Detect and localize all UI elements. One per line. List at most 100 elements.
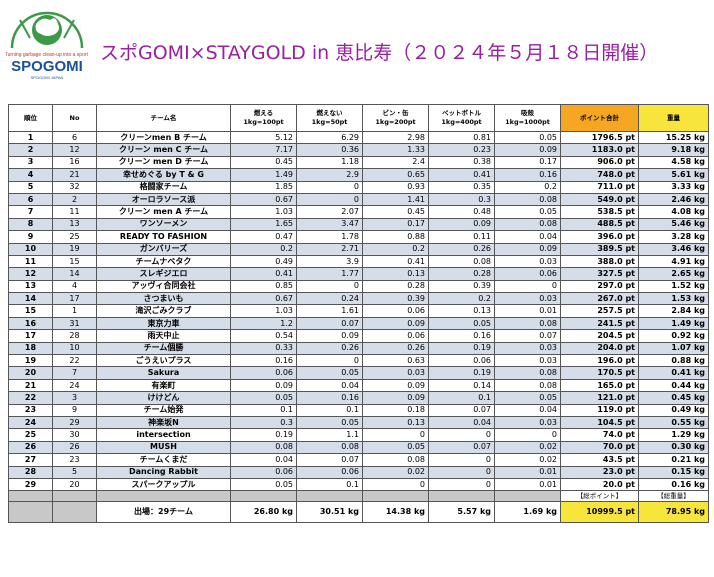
weight-cell: 0.16 kg — [638, 477, 709, 492]
weight-cell: 5.61 kg — [638, 168, 709, 182]
nonburnable-cell: 2.9 — [296, 168, 363, 182]
team-no-cell: 9 — [52, 403, 97, 418]
weight-cell: 3.28 kg — [638, 230, 709, 244]
team-name-cell: 滝沢ごみクラブ — [96, 304, 231, 318]
cigs-cell: 0.08 — [494, 316, 561, 331]
rank-cell: 20 — [8, 366, 53, 380]
table-row: 27 23 チームくまだ 0.04 0.07 0.08 0 0.02 43.5 pt 0.21 k… — [8, 453, 709, 467]
team-name-cell: 神楽坂N — [96, 415, 231, 430]
pet-cell: 0.19 — [428, 366, 495, 380]
points-cell: 20.0 pt — [560, 477, 639, 492]
note-spacer — [296, 490, 363, 503]
pet-cell: 0.13 — [428, 304, 495, 318]
cans-cell: 0.03 — [362, 366, 429, 380]
cigs-cell: 0.01 — [494, 304, 561, 318]
points-cell: 241.5 pt — [560, 316, 639, 331]
team-no-cell: 31 — [52, 316, 97, 331]
rank-cell: 13 — [8, 279, 53, 294]
weight-cell: 3.46 kg — [638, 242, 709, 256]
table-row: 4 21 幸せめぐる by T & G 1.49 2.9 0.65 0.41 0.16 748.… — [8, 168, 709, 182]
nonburnable-cell: 0.36 — [296, 143, 363, 157]
weight-cell: 0.88 kg — [638, 354, 709, 368]
cigs-cell: 0.05 — [494, 130, 561, 145]
table-row: 13 4 アッヴィ合同会社 0.85 0 0.28 0.39 0 297.0 pt 1.52 kg — [8, 279, 709, 294]
table-row: 26 26 MUSH 0.08 0.08 0.05 0.07 0.02 70.0 pt 0.30 … — [8, 440, 709, 455]
header-team: チーム名 — [96, 104, 231, 132]
weight-cell: 1.52 kg — [638, 279, 709, 294]
rank-cell: 7 — [8, 205, 53, 219]
burnable-cell: 0.16 — [230, 354, 297, 368]
nonburnable-cell: 1.1 — [296, 428, 363, 442]
rank-cell: 11 — [8, 254, 53, 269]
table-row: 2 12 クリーン men C チーム 7.17 0.36 1.33 0.23 0.09 118… — [8, 143, 709, 157]
note-spacer — [494, 490, 561, 503]
total-cans: 14.38 kg — [362, 501, 429, 524]
cigs-cell: 0.03 — [494, 354, 561, 368]
total-cigs: 1.69 kg — [494, 501, 561, 524]
burnable-cell: 0.85 — [230, 279, 297, 294]
team-name-cell: 雨天中止 — [96, 329, 231, 343]
burnable-cell: 0.06 — [230, 465, 297, 479]
cigs-cell: 0.04 — [494, 230, 561, 244]
cigs-cell: 0.08 — [494, 217, 561, 232]
team-no-cell: 20 — [52, 477, 97, 492]
note-spacer — [362, 490, 429, 503]
burnable-cell: 5.12 — [230, 130, 297, 145]
nonburnable-cell: 0.24 — [296, 292, 363, 306]
nonburnable-cell: 2.71 — [296, 242, 363, 256]
table-row: 16 31 東京力車 1.2 0.07 0.09 0.05 0.08 241.5 pt 1.49 … — [8, 316, 709, 331]
header-points: ポイント合計 — [560, 104, 639, 132]
cigs-cell: 0.02 — [494, 453, 561, 467]
pet-cell: 0 — [428, 465, 495, 479]
cans-cell: 1.33 — [362, 143, 429, 157]
weight-cell: 1.53 kg — [638, 292, 709, 306]
table-row: 14 17 さつまいも 0.67 0.24 0.39 0.2 0.03 267.0 pt 1.53… — [8, 292, 709, 306]
team-name-cell: 東京力車 — [96, 316, 231, 331]
table-row: 11 15 チームナベタク 0.49 3.9 0.41 0.08 0.03 388.0 pt 4.… — [8, 254, 709, 269]
pet-cell: 0.28 — [428, 267, 495, 281]
nonburnable-cell: 0.07 — [296, 453, 363, 467]
team-no-cell: 19 — [52, 242, 97, 256]
points-cell: 70.0 pt — [560, 440, 639, 455]
weight-cell: 2.46 kg — [638, 192, 709, 207]
rank-cell: 23 — [8, 403, 53, 418]
note-spacer — [52, 490, 97, 503]
cigs-cell: 0.05 — [494, 391, 561, 405]
team-name-cell: さつまいも — [96, 292, 231, 306]
points-cell: 104.5 pt — [560, 415, 639, 430]
weight-cell: 1.49 kg — [638, 316, 709, 331]
nonburnable-cell: 0 — [296, 279, 363, 294]
weight-cell: 9.18 kg — [638, 143, 709, 157]
nonburnable-cell: 0 — [296, 180, 363, 194]
points-cell: 170.5 pt — [560, 366, 639, 380]
cans-cell: 1.41 — [362, 192, 429, 207]
table-row: 15 1 滝沢ごみクラブ 1.03 1.61 0.06 0.13 0.01 257.5 pt 2.… — [8, 304, 709, 318]
cigs-cell: 0.08 — [494, 366, 561, 380]
cigs-cell: 0.08 — [494, 192, 561, 207]
table-row: 25 30 intersection 0.19 1.1 0 0 0 74.0 pt 1.29 kg — [8, 428, 709, 442]
team-name-cell: 有楽町 — [96, 378, 231, 393]
nonburnable-cell: 6.29 — [296, 130, 363, 145]
team-name-cell: ごうえいプラス — [96, 354, 231, 368]
burnable-cell: 0.19 — [230, 428, 297, 442]
cans-cell: 2.4 — [362, 155, 429, 170]
weight-cell: 2.65 kg — [638, 267, 709, 281]
team-no-cell: 26 — [52, 440, 97, 455]
team-name-cell: チームナベタク — [96, 254, 231, 269]
points-cell: 267.0 pt — [560, 292, 639, 306]
team-name-cell: クリーンmen B チーム — [96, 130, 231, 145]
nonburnable-cell: 3.47 — [296, 217, 363, 232]
points-cell: 327.5 pt — [560, 267, 639, 281]
team-no-cell: 10 — [52, 341, 97, 356]
rank-cell: 6 — [8, 192, 53, 207]
burnable-cell: 1.65 — [230, 217, 297, 232]
cans-cell: 0 — [362, 428, 429, 442]
note-spacer — [8, 490, 53, 503]
points-cell: 488.5 pt — [560, 217, 639, 232]
table-row: 23 9 チーム始発 0.1 0.1 0.18 0.07 0.04 119.0 pt 0.49 k… — [8, 403, 709, 418]
team-no-cell: 1 — [52, 304, 97, 318]
points-cell: 1183.0 pt — [560, 143, 639, 157]
burnable-cell: 0.3 — [230, 415, 297, 430]
total-points: 10999.5 pt — [560, 501, 639, 524]
burnable-cell: 0.49 — [230, 254, 297, 269]
